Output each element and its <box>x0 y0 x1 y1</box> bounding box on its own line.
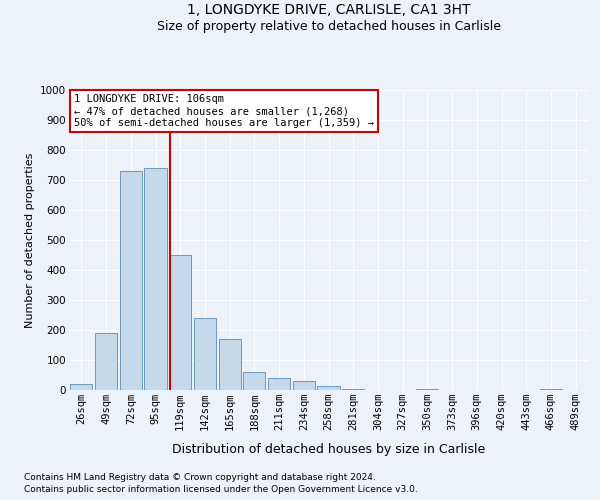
Bar <box>218 339 241 390</box>
Text: Distribution of detached houses by size in Carlisle: Distribution of detached houses by size … <box>172 442 485 456</box>
Bar <box>317 386 340 390</box>
Text: Contains HM Land Registry data © Crown copyright and database right 2024.: Contains HM Land Registry data © Crown c… <box>24 472 376 482</box>
Y-axis label: Number of detached properties: Number of detached properties <box>25 152 35 328</box>
Bar <box>119 171 142 390</box>
Bar <box>169 255 191 390</box>
Bar <box>540 388 562 390</box>
Bar <box>342 388 364 390</box>
Bar <box>293 381 315 390</box>
Bar <box>95 333 117 390</box>
Bar <box>416 388 439 390</box>
Text: 1 LONGDYKE DRIVE: 106sqm
← 47% of detached houses are smaller (1,268)
50% of sem: 1 LONGDYKE DRIVE: 106sqm ← 47% of detach… <box>74 94 374 128</box>
Bar <box>70 384 92 390</box>
Bar <box>194 318 216 390</box>
Text: 1, LONGDYKE DRIVE, CARLISLE, CA1 3HT: 1, LONGDYKE DRIVE, CARLISLE, CA1 3HT <box>187 2 470 16</box>
Text: Contains public sector information licensed under the Open Government Licence v3: Contains public sector information licen… <box>24 485 418 494</box>
Bar <box>268 378 290 390</box>
Bar <box>145 168 167 390</box>
Text: Size of property relative to detached houses in Carlisle: Size of property relative to detached ho… <box>157 20 501 33</box>
Bar <box>243 372 265 390</box>
